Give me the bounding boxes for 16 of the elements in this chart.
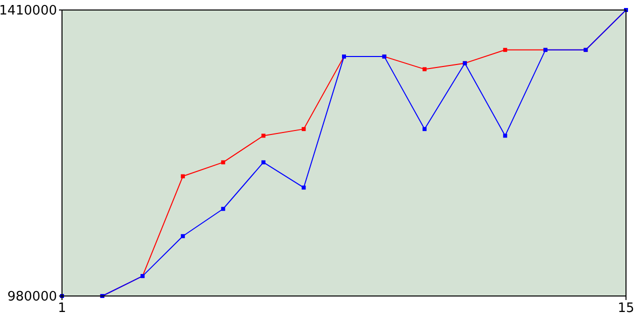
x-tick-label: 1 [58, 301, 66, 316]
x-tick-label: 15 [618, 301, 634, 316]
point [302, 127, 306, 132]
y-tick-label: 1410000 [0, 4, 57, 19]
point [180, 234, 185, 238]
point [221, 206, 226, 211]
point [503, 134, 508, 138]
point [180, 174, 185, 178]
point [261, 160, 266, 164]
point [503, 48, 508, 52]
y-tick-label: 980000 [7, 290, 57, 305]
point [422, 67, 427, 72]
point [302, 186, 306, 190]
point [261, 134, 266, 138]
point [221, 160, 226, 164]
point [422, 127, 427, 132]
